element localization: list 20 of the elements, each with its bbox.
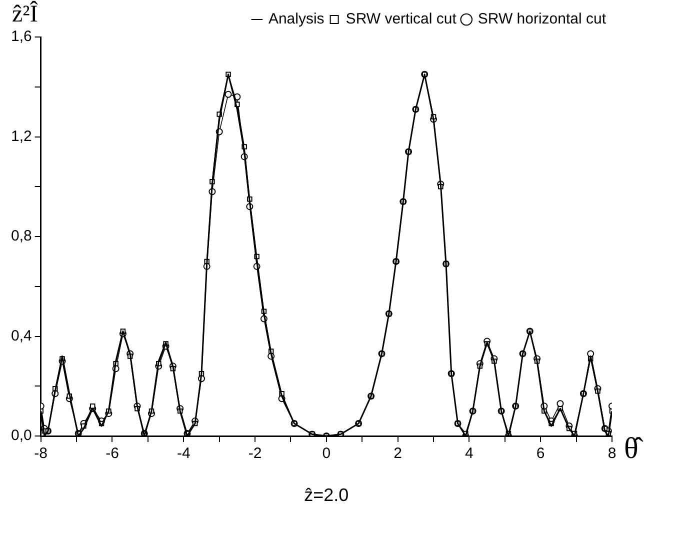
y-tick-label: 0,4 [10, 327, 32, 344]
y-tick-label: 0,8 [10, 228, 32, 245]
legend-label: SRW horizontal cut [478, 10, 607, 28]
y-axis-title: ẑ²Î [12, 0, 38, 28]
legend-label: Analysis [268, 10, 324, 28]
x-tick-label: -6 [106, 445, 119, 462]
x-tick-label: 6 [536, 445, 545, 462]
x-tick-label: 2 [394, 445, 402, 462]
x-axis-title: θ̂ [624, 432, 644, 465]
x-tick-label: 4 [465, 445, 474, 462]
text: ẑ=2.0 [304, 484, 349, 505]
x-tick-label: 0 [322, 445, 331, 462]
x-tick-label: -4 [176, 445, 190, 462]
x-tick-label: -8 [34, 445, 48, 462]
y-tick-label: 1,2 [10, 128, 32, 145]
x-tick-label: -2 [248, 445, 262, 462]
legend-label: SRW vertical cut [346, 10, 458, 28]
x-tick-label: 8 [608, 445, 616, 462]
y-tick-label: 1,6 [10, 28, 32, 46]
y-tick-label: 0,0 [10, 427, 32, 444]
